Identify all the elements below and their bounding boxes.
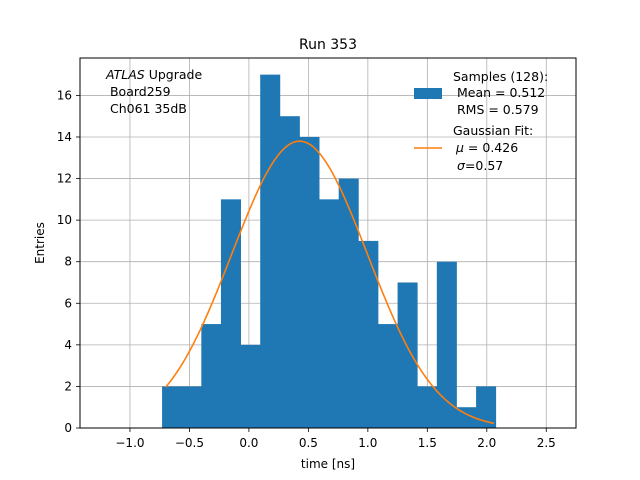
histogram-bar-2 [201,324,222,428]
atlas-label: ATLAS [105,67,145,82]
x-tick-label-6: 2.0 [477,436,496,450]
plot-frame [79,57,577,429]
histogram-bar-15 [456,407,477,428]
y-tick-label-7: 14 [57,130,72,144]
histogram-bar-11 [377,324,398,428]
annotation-channel: Ch061 35dB [106,101,187,116]
histogram-bar-12 [397,282,418,428]
x-tick-label-1: −0.5 [175,436,204,450]
histogram-bar-3 [220,199,241,428]
histogram-bars [162,74,497,429]
y-tick-label-2: 4 [64,338,72,352]
annotation-line-1: ATLAS Upgrade [105,67,202,82]
chart-title: Run 353 [299,37,357,53]
y-tick-label-8: 16 [57,88,72,102]
upgrade-label: Upgrade [145,67,203,82]
x-tick-label-5: 1.5 [418,436,437,450]
histogram-bar-1 [181,386,202,428]
y-tick-label-3: 6 [64,296,72,310]
sigma-symbol: σ [457,158,466,173]
x-axis-label: time [ns] [301,457,355,471]
y-tick-label-5: 10 [57,213,72,227]
x-tick-label-7: 2.5 [537,436,556,450]
histogram-bar-8 [319,199,340,428]
legend-fit-title: Gaussian Fit: [453,123,533,138]
y-tick-label-6: 12 [57,172,72,186]
legend-samples-mean: Mean = 0.512 [453,85,545,100]
legend-samples-rms: RMS = 0.579 [453,102,539,117]
histogram-bar-0 [162,386,183,428]
legend: Samples (128): Mean = 0.512 RMS = 0.579 … [414,69,548,173]
y-axis-ticks: 0 2 4 6 8 10 12 14 16 [57,88,80,435]
histogram-bar-4 [240,344,261,428]
mu-value: = 0.426 [464,140,518,155]
y-tick-label-1: 2 [64,379,72,393]
legend-fit-mu: μ = 0.426 [455,140,518,155]
x-tick-label-3: 0.5 [299,436,318,450]
x-tick-label-0: −1.0 [115,436,144,450]
y-axis-label: Entries [33,222,47,264]
annotation-board: Board259 [106,84,171,99]
x-axis-ticks: −1.0 −0.5 0.0 0.5 1.0 1.5 2.0 2.5 [115,428,556,450]
histogram-bar-13 [417,386,438,428]
legend-fit-sigma: σ=0.57 [457,158,503,173]
y-tick-label-4: 8 [64,255,72,269]
gaussian-fit [165,140,495,425]
histogram-bar-9 [338,178,359,428]
histogram-bar-16 [476,386,497,428]
histogram-bar-10 [358,240,379,428]
x-tick-label-2: 0.0 [239,436,258,450]
y-tick-label-0: 0 [64,421,72,435]
histogram-bar-7 [299,136,320,428]
histogram-bar-14 [436,261,457,428]
histogram-bar-5 [260,74,281,428]
sigma-value: =0.57 [465,158,503,173]
legend-samples-swatch [414,88,442,99]
legend-samples-title: Samples (128): [453,69,548,84]
x-tick-label-4: 1.0 [358,436,377,450]
histogram-bar-6 [279,116,300,429]
run-annotation: ATLAS Upgrade Board259 Ch061 35dB [105,67,202,116]
gaussian-fit-line [165,140,495,425]
mu-symbol: μ [455,140,464,155]
